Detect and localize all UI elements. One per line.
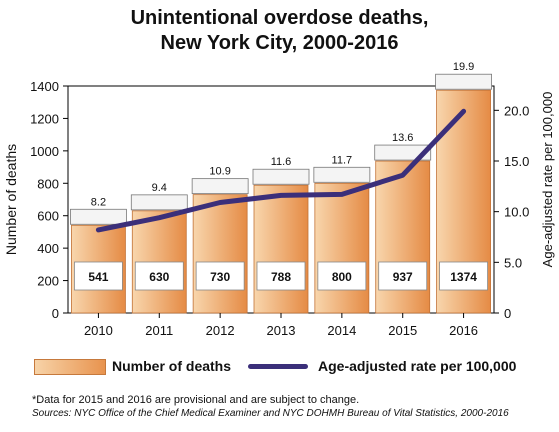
bar [192,194,248,314]
rate-point [279,193,283,198]
y-right-tick-label: 0 [504,306,511,321]
sources-note: Sources: NYC Office of the Chief Medical… [32,408,509,419]
y-tick-label: 0 [52,306,59,321]
rate-value-label: 13.6 [392,132,413,144]
rate-point [218,200,223,205]
y-tick-label: 600 [37,209,59,224]
bar-value-label: 937 [393,270,413,284]
x-tick-label: 2015 [388,323,417,338]
legend-line-swatch [248,364,308,369]
footnote: *Data for 2015 and 2016 are provisional … [32,394,360,406]
rate-value-box [191,178,249,195]
y-tick-label: 800 [37,176,59,191]
bar-value-label: 788 [271,270,291,284]
y-right-axis-label: Age-adjusted rate per 100,000 [540,92,555,268]
bar-value-label: 730 [210,270,230,284]
legend-line-label: Age-adjusted rate per 100,000 [318,358,517,374]
y-right-tick-label: 10.0 [504,205,529,220]
bar-value-label: 800 [332,270,352,284]
x-tick-label: 2016 [449,323,478,338]
rate-value-box [435,73,492,90]
bar [253,184,309,314]
y-axis-label: Number of deaths [3,144,19,255]
y-tick-label: 1000 [30,144,59,159]
rate-point [339,192,344,197]
chart-title-line-2: New York City, 2000-2016 [160,32,399,54]
rate-point [461,109,466,114]
rate-value-label: 11.6 [271,156,292,168]
bar-value-box [74,261,123,291]
legend: Number of deaths Age-adjusted rate per 1… [0,356,559,380]
rate-point [157,215,162,220]
rate-value-label: 10.9 [209,166,230,178]
rate-value-label: 9.4 [152,182,167,194]
bar-value-box [317,261,367,291]
rate-value-box [70,208,127,225]
bar-value-label: 541 [88,270,108,284]
y-tick-label: 1400 [30,79,59,94]
rate-point [96,227,101,232]
y-right-tick-label: 15.0 [504,154,529,169]
bar-value-label: 630 [149,270,169,284]
y-right-tick-label: 20.0 [504,103,529,118]
rate-value-box [130,194,188,211]
x-tick-label: 2011 [145,323,173,338]
rate-value-box [374,144,432,161]
bar [314,182,370,314]
rate-value-box [313,166,371,183]
y-tick-label: 400 [37,241,59,256]
rate-value-label: 8.2 [91,196,106,208]
x-tick-label: 2013 [267,323,296,338]
y-right-tick-label: 5.0 [504,255,522,270]
bar-value-box [378,261,428,291]
bar-value-box [134,261,184,291]
rate-value-box [252,168,310,185]
rate-value-label: 19.9 [453,61,474,73]
legend-bar-swatch [34,359,106,375]
bar-value-label: 1374 [450,270,477,284]
y-tick-label: 200 [37,274,59,289]
legend-bar-label: Number of deaths [112,358,232,374]
x-tick-label: 2014 [327,323,356,338]
x-tick-label: 2010 [84,323,113,338]
rate-value-label: 11.7 [332,154,353,166]
chart-title: Unintentional overdose deaths, New York … [0,6,559,56]
bar-value-box [256,261,306,291]
bar-value-box [439,261,488,291]
rate-point [400,173,405,178]
x-tick-label: 2012 [206,323,235,338]
chart-area: 0 200 400 600 800 1000 1200 1400 0 5.0 10.0 15.0 20.… [3,61,555,338]
y-tick-label: 1200 [30,111,59,126]
bar-value-box [195,261,245,291]
chart-title-line-1: Unintentional overdose deaths, [130,7,429,29]
